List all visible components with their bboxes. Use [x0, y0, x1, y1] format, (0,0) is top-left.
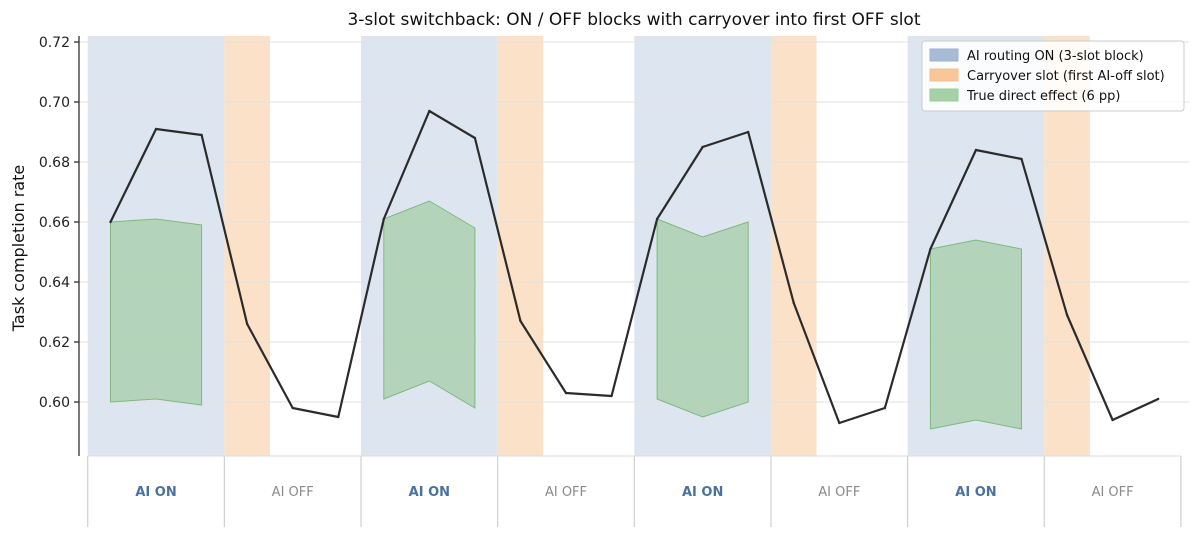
effect-band-1 [110, 218, 203, 406]
effect-band-3 [656, 218, 749, 418]
legend-swatch-3 [929, 88, 959, 102]
block-label-off: AI OFF [818, 485, 860, 500]
effect-band-4 [929, 239, 1022, 430]
y-tick-label-4: 0.68 [39, 155, 70, 171]
data-point-3 [245, 322, 249, 326]
y-tick-label-3: 0.66 [39, 215, 70, 231]
legend-swatch-1 [929, 48, 959, 62]
y-tick-label-6: 0.72 [39, 35, 70, 51]
legend-box [921, 40, 1185, 112]
effect-band-2 [383, 200, 476, 409]
data-point-20 [1020, 157, 1023, 161]
block-label-on: AI ON [135, 485, 176, 500]
block-label-on: AI ON [955, 485, 996, 500]
data-point-7 [428, 109, 431, 113]
data-point-12 [655, 217, 659, 221]
data-point-9 [519, 319, 522, 323]
block-label-on: AI ON [409, 485, 450, 500]
data-point-18 [929, 247, 932, 251]
data-point-5 [337, 415, 340, 419]
chart-title: 3-slot switchback: ON / OFF blocks with … [347, 10, 920, 30]
data-point-16 [838, 421, 841, 425]
y-tick-label-5: 0.70 [39, 95, 70, 111]
data-point-23 [1156, 397, 1160, 401]
data-point-11 [610, 394, 613, 398]
y-tick-label-2: 0.64 [39, 275, 70, 291]
data-point-8 [473, 136, 477, 140]
data-point-22 [1111, 418, 1114, 422]
block-label-strip: AI ON AI OFF AI ON AI OFF AI ON AI OFF AI ON AI… [87, 455, 1182, 527]
y-tick-label-0: 0.60 [39, 395, 70, 411]
carryover-band-2 [497, 36, 544, 456]
legend-label-2: Carryover slot (first AI-off slot) [967, 69, 1165, 84]
y-axis-label: Task completion rate [9, 165, 28, 332]
data-point-2 [200, 133, 203, 137]
data-point-21 [1065, 313, 1069, 317]
effect-bands [110, 200, 1022, 430]
data-point-6 [382, 217, 385, 221]
legend-label-3: True direct effect (6 pp) [966, 89, 1120, 104]
data-point-19 [974, 148, 978, 152]
data-point-13 [701, 145, 704, 149]
data-point-1 [154, 127, 158, 131]
y-axis: 0.60 0.62 0.64 0.66 0.68 0.70 0.72 [39, 35, 80, 456]
block-label-off: AI OFF [272, 485, 314, 500]
data-point-15 [792, 301, 795, 305]
carryover-band-1 [224, 36, 270, 456]
data-point-17 [883, 406, 887, 410]
data-point-4 [291, 406, 294, 410]
data-point-10 [564, 391, 568, 395]
series-line-group [109, 109, 1160, 425]
series-line [109, 109, 1159, 425]
data-point-0 [109, 220, 112, 224]
data-point-14 [747, 130, 750, 134]
y-tick-label-1: 0.62 [39, 335, 70, 351]
legend: AI routing ON (3-slot block) Carryover sl… [921, 40, 1185, 112]
legend-swatch-2 [929, 68, 959, 82]
block-label-on: AI ON [682, 485, 723, 500]
block-label-off: AI OFF [545, 485, 587, 500]
block-label-off: AI OFF [1092, 485, 1134, 500]
legend-label-1: AI routing ON (3-slot block) [967, 49, 1144, 64]
